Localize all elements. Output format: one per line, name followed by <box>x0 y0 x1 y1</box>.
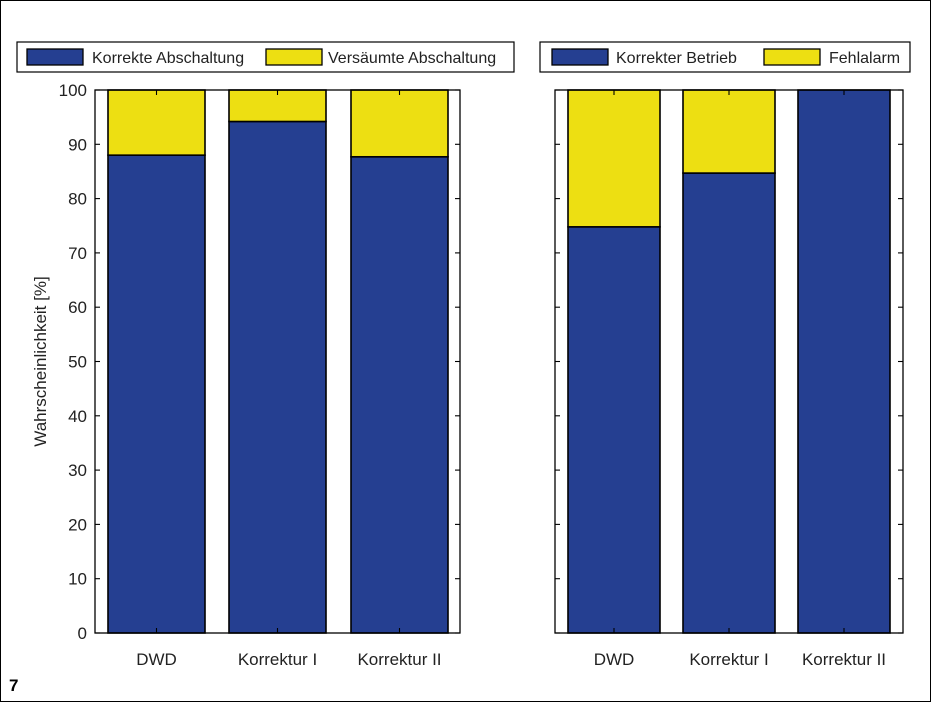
chart-panel-1: 0 10 20 30 40 50 60 70 80 90 100 DWD Korrektur I Korr… <box>16 41 515 669</box>
legend-label: Korrekter Betrieb <box>616 50 737 67</box>
x-tick-label: DWD <box>594 650 635 669</box>
y-axis-label: Wahrscheinlichkeit [%] <box>31 276 50 446</box>
y-tick-label: 70 <box>68 244 87 263</box>
bar-primary-3 <box>350 155 449 634</box>
y-tick-label: 30 <box>68 461 87 480</box>
x-tick-label: Korrektur I <box>689 650 768 669</box>
legend: Korrekter Betrieb Fehlalarm <box>539 41 911 73</box>
x-tick-label: DWD <box>136 650 177 669</box>
legend-swatch <box>551 48 609 66</box>
bar-primary-2 <box>682 172 776 634</box>
figure-number: 7 <box>9 676 19 695</box>
y-tick-label: 0 <box>78 624 87 643</box>
bar-primary-1 <box>107 154 206 634</box>
chart-panel-2: DWD Korrektur I Korrektur II Korrekter Betr… <box>539 41 911 669</box>
legend-swatch <box>763 48 821 66</box>
y-tick-label: 10 <box>68 570 87 589</box>
bar-secondary-3 <box>350 89 449 158</box>
y-tick-label: 50 <box>68 353 87 372</box>
y-tick-label: 40 <box>68 407 87 426</box>
legend-label: Korrekte Abschaltung <box>92 50 244 67</box>
x-tick-label: Korrektur II <box>357 650 441 669</box>
legend-swatch <box>265 48 323 66</box>
legend-label: Versäumte Abschaltung <box>328 50 496 67</box>
bar-secondary-1 <box>567 89 661 228</box>
legend-swatch <box>26 48 84 66</box>
bar-secondary-2 <box>682 89 776 174</box>
bar-primary-1 <box>567 226 661 634</box>
x-tick-label: Korrektur II <box>802 650 886 669</box>
y-tick-label: 100 <box>59 81 87 100</box>
x-tick-label: Korrektur I <box>238 650 317 669</box>
y-tick-label: 90 <box>68 135 87 154</box>
legend: Korrekte Abschaltung Versäumte Abschaltun… <box>16 41 515 73</box>
y-tick-label: 80 <box>68 190 87 209</box>
y-tick-label: 60 <box>68 298 87 317</box>
bar-primary-3 <box>797 89 891 634</box>
bar-primary-2 <box>228 120 327 634</box>
bar-secondary-1 <box>107 89 206 156</box>
y-tick-label: 20 <box>68 515 87 534</box>
legend-label: Fehlalarm <box>829 50 900 67</box>
